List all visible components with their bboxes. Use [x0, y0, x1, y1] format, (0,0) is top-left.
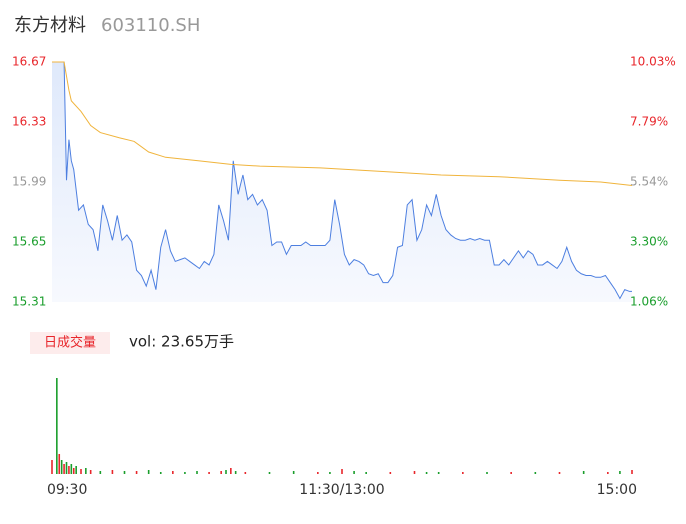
- volume-bar: [89, 470, 92, 474]
- y2-tick-label: 5.54%: [630, 175, 668, 189]
- volume-label: 日成交量: [44, 335, 96, 351]
- average-line: [52, 61, 633, 187]
- y-tick-label: 15.31: [12, 295, 46, 309]
- price-line: [52, 61, 632, 300]
- volume-bar: [413, 471, 416, 474]
- volume-bar: [65, 462, 68, 474]
- stock-code: 603110.SH: [101, 15, 200, 36]
- volume-bar: [85, 468, 87, 474]
- volume-bar: [244, 472, 247, 474]
- volume-bar: [111, 470, 114, 474]
- y-tick-label: 15.99: [12, 175, 46, 189]
- volume-bar: [292, 471, 295, 474]
- y-tick-label: 16.33: [12, 115, 46, 129]
- volume-bar: [63, 464, 65, 474]
- volume-bar: [486, 472, 488, 474]
- volume-bar: [172, 471, 174, 474]
- volume-bar: [230, 468, 232, 474]
- volume-bar: [329, 472, 331, 474]
- volume-bar: [68, 466, 70, 474]
- volume-bar: [607, 472, 609, 474]
- y2-tick-label: 1.06%: [630, 295, 668, 309]
- volume-bar: [582, 471, 585, 474]
- volume-bar: [268, 472, 271, 474]
- volume-bar: [60, 460, 63, 474]
- volume-bar: [159, 472, 162, 474]
- volume-bar: [208, 472, 210, 474]
- volume-bar: [353, 471, 355, 474]
- volume-bar: [56, 378, 58, 474]
- volume-summary: vol: 23.65万手: [129, 333, 234, 351]
- volume-bar: [220, 471, 222, 474]
- volume-bar: [365, 472, 367, 474]
- y-tick-label: 15.65: [12, 235, 46, 249]
- volume-bar: [99, 471, 102, 474]
- stock-name: 东方材料: [14, 15, 86, 36]
- volume-bar: [75, 466, 77, 474]
- y2-tick-label: 7.79%: [630, 114, 668, 128]
- volume-bar: [147, 470, 150, 474]
- volume-bar: [631, 470, 633, 474]
- price-area: [52, 62, 632, 302]
- x-tick-label: 15:00: [597, 482, 637, 498]
- x-tick-label: 09:30: [47, 482, 87, 498]
- volume-bar: [619, 471, 621, 474]
- volume-bar: [234, 471, 237, 474]
- volume-bar: [510, 472, 512, 474]
- volume-bar: [341, 469, 343, 474]
- volume-bar: [558, 472, 561, 474]
- volume-bar: [72, 468, 75, 474]
- volume-bar: [123, 471, 126, 474]
- y2-tick-label: 10.03%: [630, 55, 676, 69]
- volume-bar: [225, 470, 227, 474]
- volume-bar: [389, 472, 392, 474]
- volume-bar: [196, 471, 198, 474]
- legend-bg: [30, 332, 110, 354]
- volume-bar: [184, 472, 186, 474]
- volume-bar: [135, 471, 138, 474]
- volume-bar: [58, 454, 61, 474]
- volume-bar: [70, 464, 73, 474]
- x-tick-label: 11:30/13:00: [299, 482, 384, 498]
- volume-bar: [425, 472, 428, 474]
- volume-bar: [80, 469, 82, 474]
- y2-tick-label: 3.30%: [630, 235, 668, 249]
- volume-bar: [437, 472, 440, 474]
- volume-bar: [317, 472, 319, 474]
- volume-bar: [462, 472, 464, 474]
- y-tick-label: 16.67: [12, 55, 46, 69]
- volume-bar: [534, 472, 537, 474]
- volume-bar: [51, 460, 53, 474]
